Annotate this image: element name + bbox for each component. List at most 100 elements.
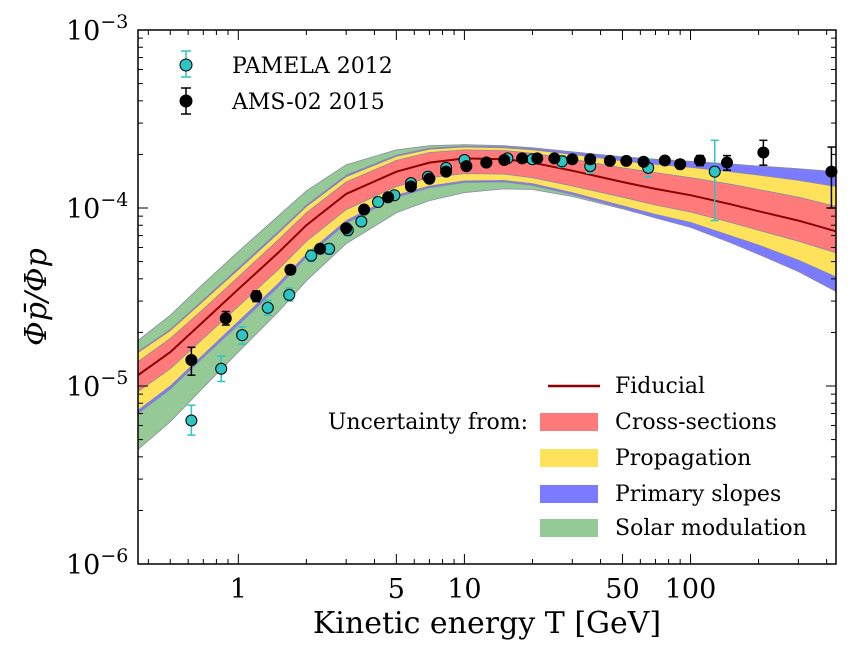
y-axis-label: Φp̄/Φp [19, 248, 54, 346]
legend-label-propagation: Propagation [615, 446, 751, 471]
marker [219, 312, 232, 325]
x-axis-label: Kinetic energy T [GeV] [313, 606, 661, 641]
marker [284, 263, 297, 276]
marker [480, 156, 493, 169]
marker [825, 165, 838, 178]
y-tick-label: 10−6 [66, 545, 128, 581]
marker [440, 165, 453, 178]
legend-label-fiducial: Fiducial [615, 374, 705, 399]
data-point-ams [658, 154, 671, 167]
marker [498, 154, 511, 167]
data-point-ams [460, 160, 473, 173]
marker [516, 152, 529, 165]
data-point-pamela [323, 242, 336, 255]
axis-ticks [138, 29, 836, 565]
x-tick-label: 1 [230, 574, 247, 605]
marker [548, 152, 561, 165]
y-tick-label: 10−5 [66, 367, 128, 403]
data-point-pamela [215, 355, 228, 383]
legend-swatch-primary-slopes [540, 485, 598, 503]
data-point-pamela [708, 139, 721, 222]
data-point-pamela [185, 404, 198, 436]
legend-swatch-cross-sections [540, 413, 598, 431]
legend-label-cross-sections: Cross-sections [615, 410, 777, 435]
legend-marker-pamela [179, 50, 193, 78]
data-point-ams [185, 346, 198, 376]
marker [382, 191, 395, 204]
y-tick-label: 10−4 [66, 189, 128, 225]
plot-frame [137, 29, 837, 565]
legend-marker-ams [179, 87, 193, 115]
marker [185, 414, 198, 427]
marker [693, 154, 706, 167]
legend-data: PAMELA 2012 AMS-02 2015 [179, 50, 393, 115]
marker [340, 222, 353, 235]
data-point-ams [674, 158, 687, 171]
x-tick-label: 5 [388, 574, 405, 605]
data-point-ams [423, 172, 436, 185]
legend-label-primary-slopes: Primary slopes [615, 482, 781, 507]
data-point-ams [340, 222, 353, 235]
series-ams [185, 139, 838, 376]
marker [566, 153, 579, 166]
data-point-ams [757, 139, 770, 166]
marker [261, 301, 274, 314]
marker [355, 215, 368, 228]
data-point-pamela [261, 299, 274, 316]
data-point-ams [314, 242, 327, 255]
uncertainty-bands [137, 144, 837, 451]
legend-label-pamela: PAMELA 2012 [232, 54, 393, 79]
data-point-ams [825, 146, 838, 209]
marker [658, 154, 671, 167]
data-point-ams [480, 156, 493, 169]
data-point-ams [721, 154, 734, 171]
data-point-ams [531, 152, 544, 165]
marker [236, 329, 249, 342]
legend-swatch-solar-modulation [540, 519, 598, 537]
x-tick-label: 50 [605, 574, 639, 605]
legend-uncertainty-heading: Uncertainty from: [328, 410, 528, 435]
marker [314, 242, 327, 255]
data-point-ams [358, 203, 371, 216]
data-point-pamela [305, 249, 318, 263]
data-point-ams [566, 153, 579, 166]
marker [603, 154, 616, 167]
marker [358, 203, 371, 216]
marker [185, 353, 198, 366]
legend-label-solar-modulation: Solar modulation [615, 516, 807, 541]
marker [460, 160, 473, 173]
legend-bands: Fiducial Uncertainty from: Cross-section… [328, 374, 807, 541]
marker [250, 290, 263, 303]
data-point-ams [284, 263, 297, 276]
data-points [185, 139, 838, 436]
marker [404, 180, 417, 193]
data-point-ams [516, 152, 529, 165]
data-point-pamela [283, 287, 296, 302]
marker [423, 172, 436, 185]
marker [637, 155, 650, 168]
data-point-ams [250, 290, 263, 303]
marker [708, 165, 721, 178]
data-point-pamela [236, 326, 249, 345]
data-point-ams [219, 310, 232, 326]
data-point-pamela [355, 215, 368, 228]
legend-swatch-propagation [540, 449, 598, 467]
marker [531, 152, 544, 165]
data-point-ams [584, 153, 597, 166]
data-point-ams [603, 154, 616, 167]
y-tick-label: 10−3 [66, 11, 128, 47]
data-point-ams [382, 191, 395, 204]
marker [757, 146, 770, 159]
data-point-ams [404, 180, 417, 193]
data-point-ams [440, 165, 453, 178]
legend-label-ams: AMS-02 2015 [231, 90, 385, 115]
data-point-pamela [372, 196, 385, 209]
marker [620, 154, 633, 167]
x-tick-label: 10 [447, 574, 481, 605]
marker [584, 153, 597, 166]
marker [215, 362, 228, 375]
marker [305, 249, 318, 262]
tick-labels: 1 5 10 50 100 10−6 10−5 10−4 10−3 [66, 11, 716, 605]
data-point-ams [498, 154, 511, 167]
